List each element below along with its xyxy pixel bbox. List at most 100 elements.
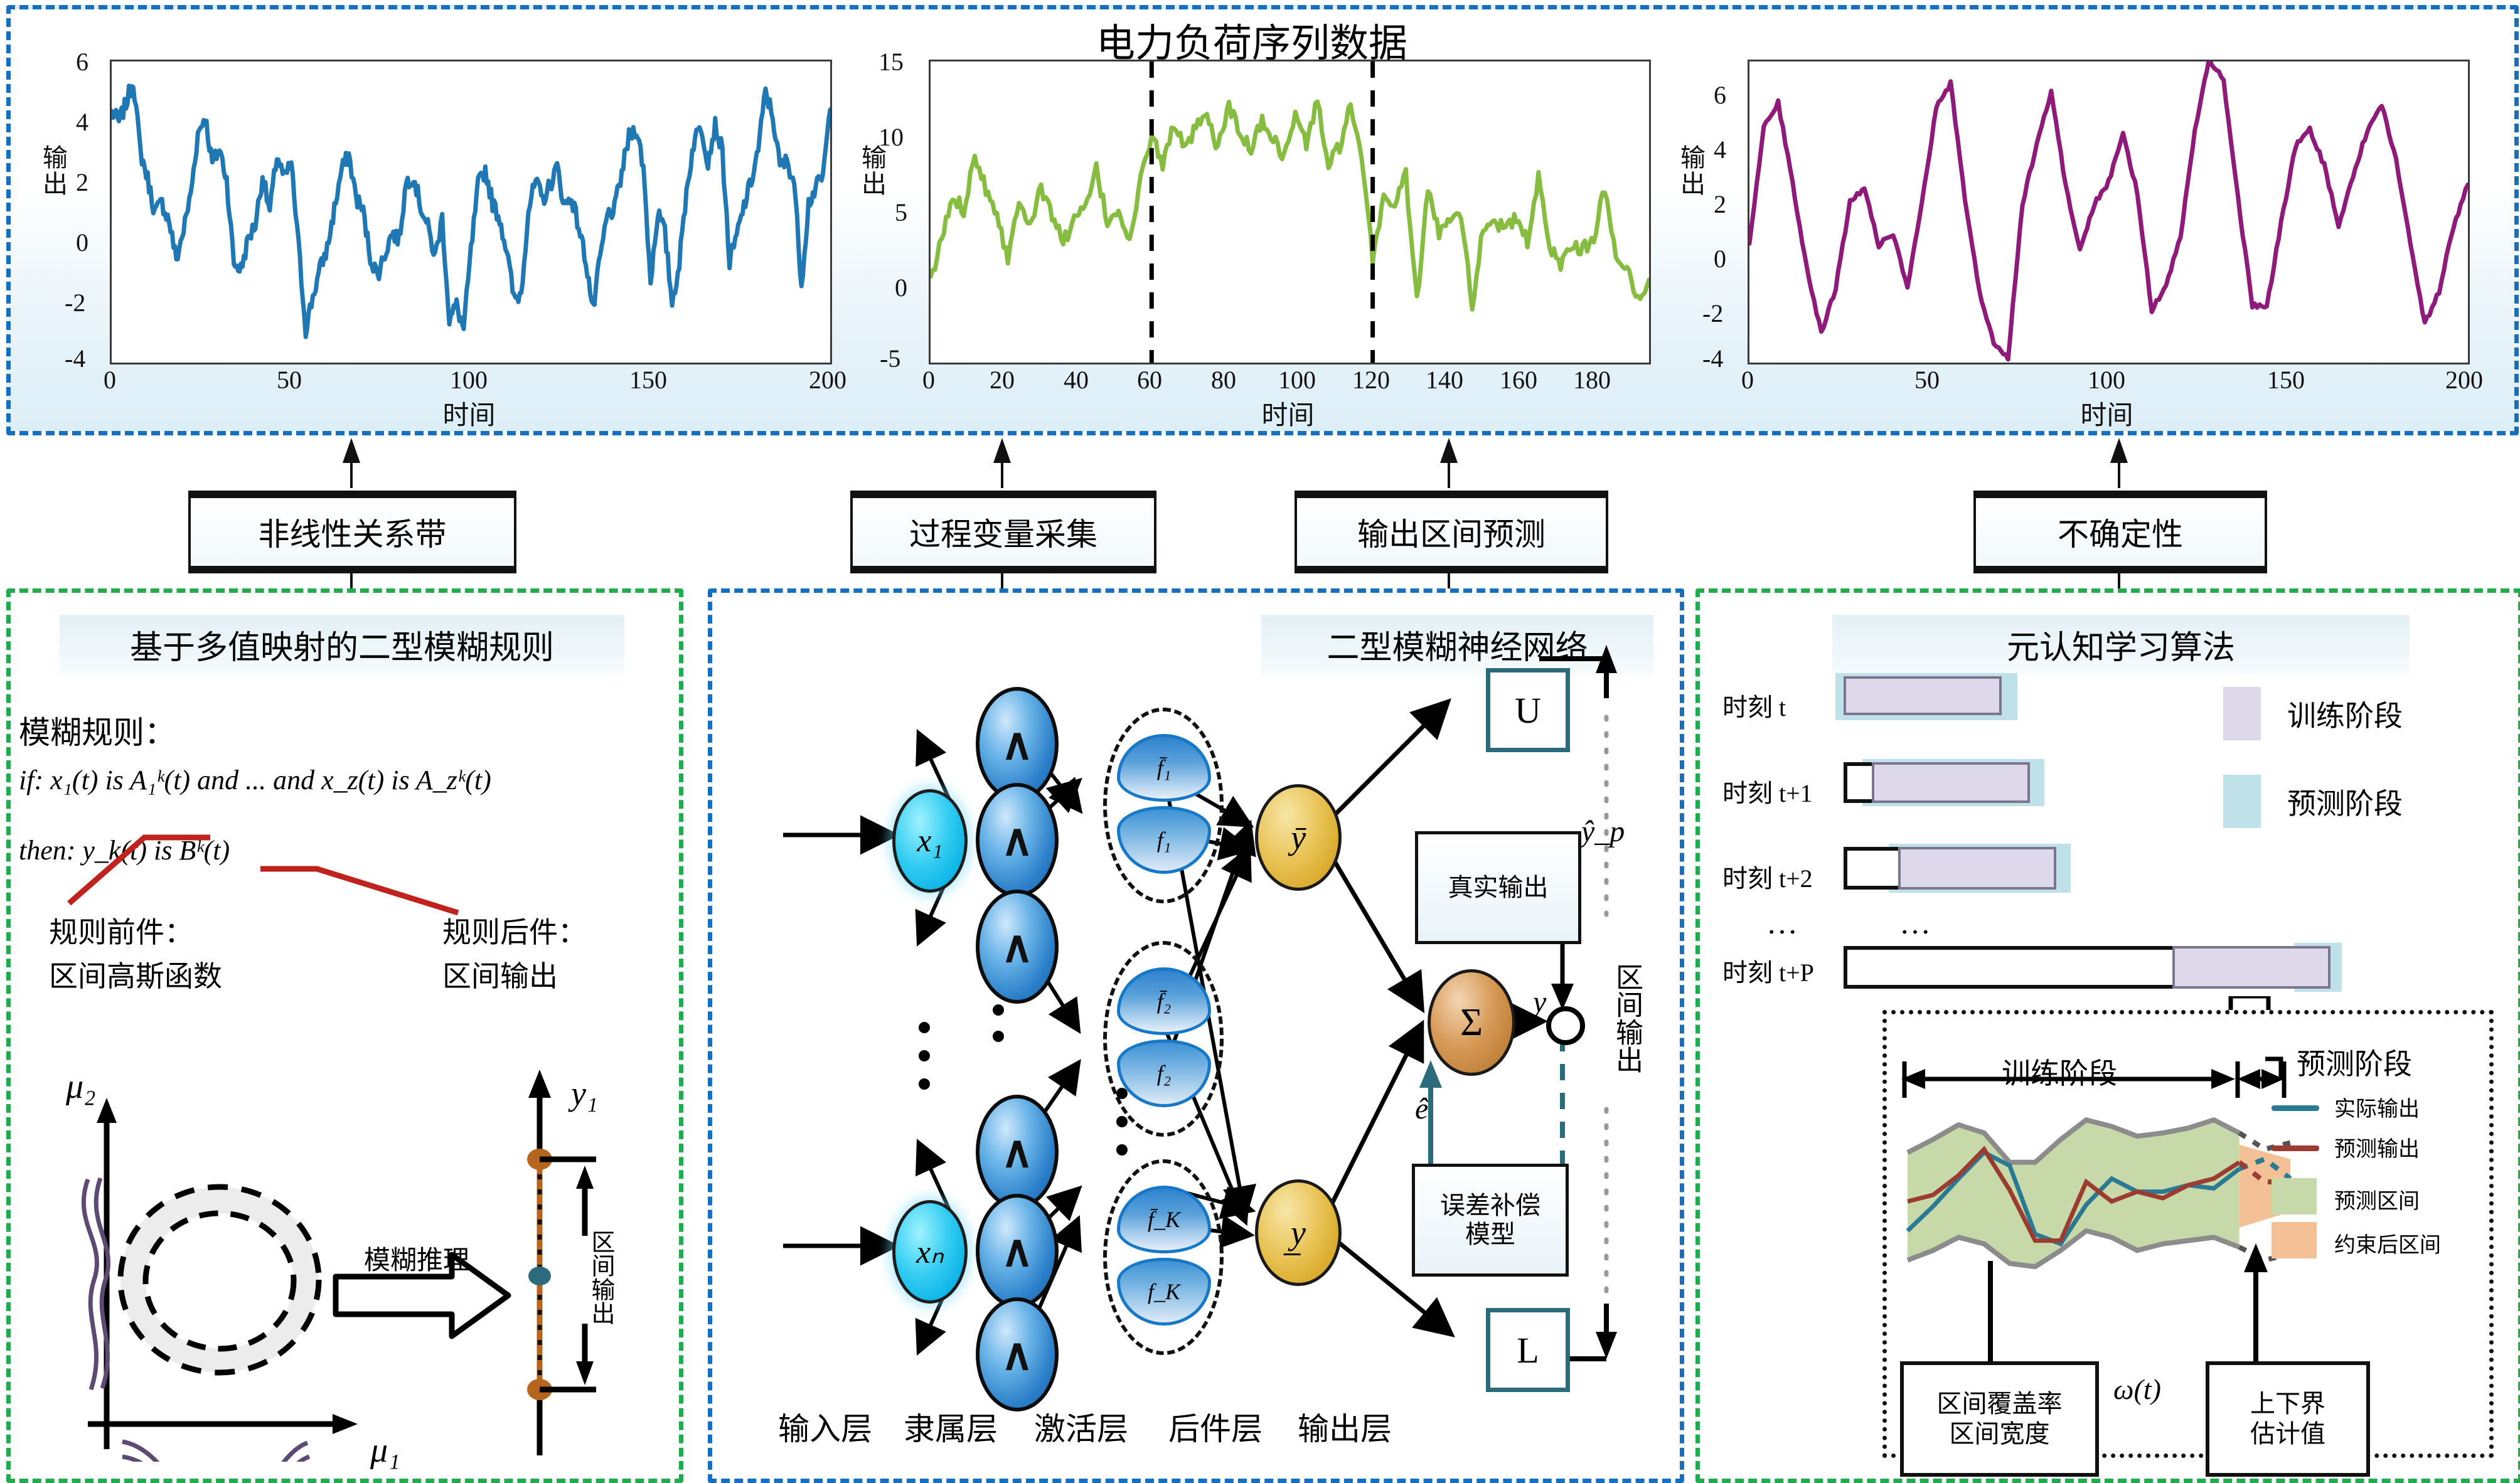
activation-group-2 (1103, 941, 1224, 1137)
connector-label: 过程变量采集 (909, 517, 1097, 552)
chart-purple-svg (1749, 61, 2468, 362)
xtick: 0 (104, 366, 116, 394)
activation-upper-2[interactable]: f̄₂ (1117, 967, 1211, 1035)
consequent-sub: 区间输出 (442, 960, 558, 992)
chart-purple-xlabel: 时间 (2080, 401, 2133, 430)
xtick: 120 (1352, 366, 1390, 394)
chart-blue: 输出 6 4 2 0 -2 -4 0 50 100 150 200 时间 (35, 48, 846, 430)
activation-lower-1[interactable]: f₁ (1117, 806, 1211, 874)
membership-node[interactable]: ∧ (976, 1095, 1059, 1209)
xtick: 160 (1500, 366, 1537, 394)
output-axis-label: y₁ (571, 1075, 598, 1112)
membership-node[interactable]: ∧ (976, 1194, 1059, 1308)
activation-lower-2[interactable]: f₂ (1117, 1039, 1211, 1107)
chart-blue-xlabel: 时间 (442, 401, 496, 430)
input-node-xn-label: xₙ (916, 1234, 944, 1270)
rule-if: if: x₁(t) is A₁ᵏ(t) and ... and x_z(t) i… (19, 765, 491, 795)
mf-symbol: ∧ (1001, 816, 1033, 865)
rule-heading: 模糊规则： (19, 715, 176, 750)
timeline-label-t: 时刻 t (1722, 693, 1786, 721)
upper-bound-box[interactable]: U (1486, 668, 1570, 752)
chart-blue-svg (112, 83, 830, 339)
input-node-xn[interactable]: xₙ (892, 1200, 968, 1304)
omega-label: ω(t) (2113, 1373, 2161, 1405)
timeline-label-t2: 时刻 t+2 (1722, 864, 1813, 893)
timeline-label-t1: 时刻 t+1 (1722, 779, 1813, 807)
summation-node[interactable]: Σ (1428, 969, 1515, 1076)
ytick: -2 (1702, 299, 1724, 327)
inset-legend-label-predicted: 预测输出 (2334, 1138, 2420, 1161)
xtick: 80 (1211, 366, 1236, 394)
connector-label-box[interactable]: 不确定性 (1973, 491, 2267, 573)
activation-upper-1-label: f̄₁ (1156, 755, 1172, 780)
xtick: 150 (2267, 366, 2305, 394)
ytick: 4 (76, 108, 88, 136)
xtick: 200 (809, 366, 846, 394)
mf-symbol: ∧ (1001, 720, 1033, 769)
xtick: 50 (277, 366, 302, 394)
axis-mu2-label: μ₂ (66, 1067, 96, 1106)
connector-label-box[interactable]: 非线性关系带 (188, 491, 516, 573)
chart-purple: 输出 6 4 2 0 -2 -4 0 50 100 150 200 时间 (1672, 50, 2483, 430)
lower-bound-box[interactable]: L (1486, 1308, 1570, 1392)
xtick: 60 (1137, 366, 1162, 394)
mf-symbol: ∧ (1001, 923, 1033, 972)
timeline-ellipsis-left: … (1766, 905, 1798, 940)
membership-node[interactable]: ∧ (976, 783, 1059, 897)
summation-symbol: Σ (1460, 1001, 1483, 1044)
layer-label-input: 输入层 (778, 1411, 872, 1447)
legend-swatch-pred (2223, 775, 2261, 828)
ytick: 2 (1714, 190, 1726, 218)
error-comp-line1: 误差补偿 (1440, 1191, 1540, 1220)
inset-legend-line-predicted (2272, 1145, 2319, 1151)
connector-label: 不确定性 (2058, 517, 2183, 552)
mf-symbol: ∧ (1001, 1331, 1033, 1379)
true-output-box[interactable]: 真实输出 (1415, 831, 1581, 944)
ytick: 0 (895, 274, 907, 302)
lower-bound-label: L (1517, 1329, 1539, 1371)
connector-label: 输出区间预测 (1357, 517, 1546, 552)
xtick: 200 (2445, 366, 2483, 394)
interval-output-vertical-label: 区间输出 (1611, 963, 1642, 1073)
ytick: 5 (895, 198, 907, 226)
bound-box-line1: 上下界 (2250, 1390, 2325, 1418)
right-panel-title: 元认知学习算法 (1832, 615, 2410, 674)
error-compensation-box[interactable]: 误差补偿 模型 (1412, 1164, 1569, 1277)
xtick: 0 (1741, 366, 1754, 394)
xtick: 20 (990, 366, 1015, 394)
timeline-train-1 (1872, 762, 2030, 803)
activation-upper-1[interactable]: f̄₁ (1117, 734, 1211, 802)
inset-phase-predict-label: 预测阶段 (2297, 1048, 2412, 1080)
chart-green-ylabel: 输出 (858, 144, 886, 197)
consequent-node-lower[interactable]: y̲ (1255, 1179, 1342, 1286)
connector-label-box[interactable]: 过程变量采集 (850, 491, 1156, 573)
activation-lower-k[interactable]: f_K (1117, 1258, 1211, 1326)
input-node-x1[interactable]: x₁ (892, 789, 968, 893)
ytick: -4 (1702, 344, 1724, 373)
timeline-train-P (2172, 946, 2330, 989)
bound-estimate-box[interactable]: 上下界 估计值 (2206, 1361, 2370, 1477)
ytick: 0 (76, 228, 88, 257)
activation-upper-k[interactable]: f̄_K (1117, 1186, 1211, 1253)
mf-symbol: ∧ (1001, 1128, 1033, 1177)
consequent-node-upper[interactable]: ȳ (1255, 784, 1342, 891)
consequent-node-upper-label: ȳ (1291, 819, 1306, 856)
ytick: 6 (76, 48, 88, 76)
inset-phase-train-label: 训练阶段 (2002, 1058, 2117, 1090)
consequent-label: 规则后件： (442, 917, 587, 949)
chart-blue-ylabel: 输出 (39, 144, 67, 197)
timeline-label-tP: 时刻 t+P (1722, 959, 1814, 987)
chart-green-plot (929, 60, 1651, 364)
legend-label-train: 训练阶段 (2287, 700, 2403, 732)
layer-label-consequent: 后件层 (1168, 1411, 1263, 1447)
coverage-box[interactable]: 区间覆盖率 区间宽度 (1900, 1361, 2099, 1477)
membership-node[interactable]: ∧ (976, 1297, 1059, 1411)
inference-arrow-label: 模糊推理 (364, 1246, 470, 1275)
connector-label-box[interactable]: 输出区间预测 (1295, 491, 1608, 573)
membership-node[interactable]: ∧ (976, 890, 1059, 1004)
ytick: 10 (878, 123, 904, 151)
inset-legend-label-actual: 实际输出 (2334, 1098, 2420, 1121)
layer-label-activation: 激活层 (1034, 1411, 1128, 1447)
layer-label-membership: 隶属层 (904, 1411, 998, 1447)
antecedent-label: 规则前件： (49, 917, 193, 949)
